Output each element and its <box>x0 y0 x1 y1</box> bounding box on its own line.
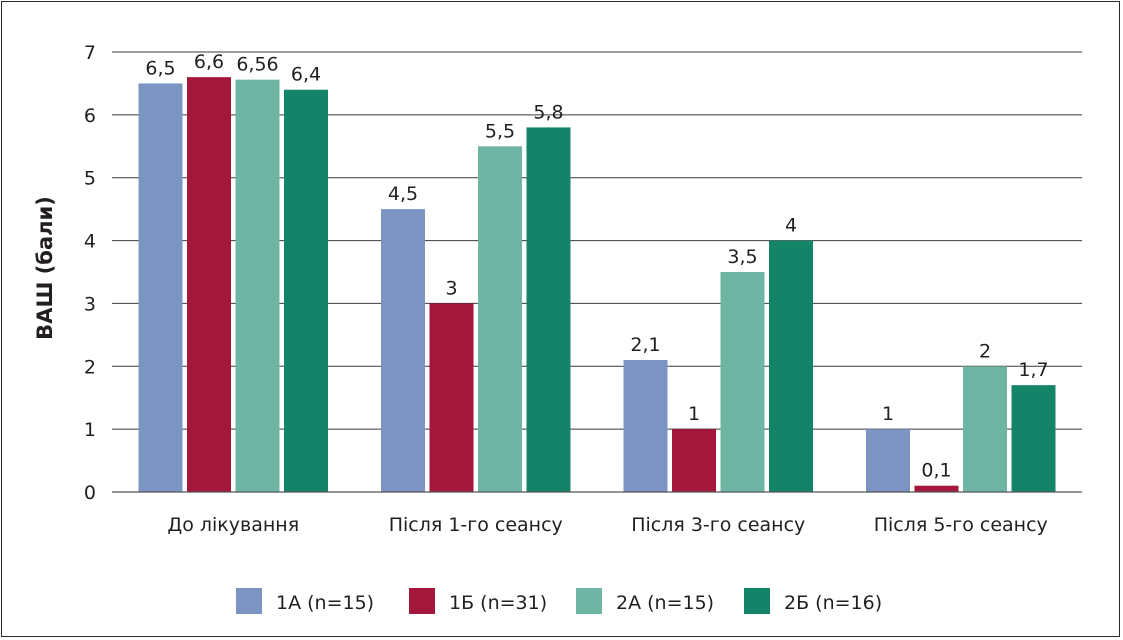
bar-value-label: 4,5 <box>388 183 418 205</box>
bar <box>138 83 183 492</box>
bar-value-label: 6,6 <box>194 51 224 73</box>
bar-value-label: 6,56 <box>236 54 278 76</box>
bar-value-label: 0,1 <box>921 460 951 482</box>
legend-label: 2Б (n=16) <box>784 592 882 614</box>
bar <box>429 303 474 492</box>
bar <box>187 77 231 493</box>
bar <box>235 79 280 493</box>
bar <box>866 429 910 492</box>
legend-swatch <box>576 588 602 614</box>
y-axis-ticks: 0 1 2 3 4 5 6 7 <box>84 42 96 504</box>
legend-swatch <box>409 588 435 614</box>
bar <box>381 209 425 492</box>
legend-swatch <box>236 588 262 614</box>
data-labels: 6,5 6,6 6,56 6,4 4,5 3 5,5 5,8 2,1 1 3,5 4 1 0,1 2 1,7 <box>145 51 1048 482</box>
y-tick-label: 0 <box>84 482 96 504</box>
y-axis-label: ВАШ (бали) <box>33 196 57 340</box>
bar <box>478 146 522 493</box>
y-tick-label: 4 <box>84 231 96 253</box>
bar <box>284 89 328 492</box>
x-axis-categories: До лікування Після 1-го сеансу Після 3-го … <box>167 514 1047 536</box>
bar-value-label: 3 <box>445 277 457 299</box>
y-tick-label: 1 <box>84 419 96 441</box>
x-category-label: Після 3-го сеансу <box>631 514 805 536</box>
y-tick-label: 6 <box>84 105 96 127</box>
bar-value-label: 6,4 <box>291 64 321 86</box>
bar-value-label: 2 <box>979 340 991 362</box>
x-category-label: Після 5-го сеансу <box>874 514 1048 536</box>
legend-label: 1А (n=15) <box>276 592 374 614</box>
bar <box>769 240 813 492</box>
x-category-label: Після 1-го сеансу <box>389 514 563 536</box>
bar-value-label: 1 <box>688 403 700 425</box>
y-tick-label: 2 <box>84 356 96 378</box>
bar <box>672 429 716 492</box>
bar <box>963 366 1007 492</box>
bar-value-label: 5,8 <box>533 101 563 123</box>
x-category-label: До лікування <box>167 514 299 536</box>
y-tick-label: 5 <box>84 168 96 190</box>
bar-value-label: 2,1 <box>630 334 660 356</box>
legend-swatch <box>744 588 770 614</box>
bar-value-label: 6,5 <box>145 57 175 79</box>
bar <box>526 127 571 492</box>
bar-value-label: 5,5 <box>485 120 515 142</box>
bar <box>1011 385 1056 492</box>
bar-value-label: 4 <box>785 215 797 237</box>
bar <box>623 360 668 492</box>
bar-value-label: 1,7 <box>1018 359 1048 381</box>
legend: 1А (n=15) 1Б (n=31) 2А (n=15) 2Б (n=16) <box>236 588 882 614</box>
y-tick-label: 3 <box>84 293 96 315</box>
bar-value-label: 3,5 <box>727 246 757 268</box>
bar-value-label: 1 <box>882 403 894 425</box>
y-tick-label: 7 <box>84 42 96 64</box>
bar <box>914 485 959 492</box>
bar <box>720 272 765 492</box>
legend-label: 1Б (n=31) <box>449 592 547 614</box>
legend-label: 2А (n=15) <box>616 592 714 614</box>
bars <box>138 77 1056 493</box>
